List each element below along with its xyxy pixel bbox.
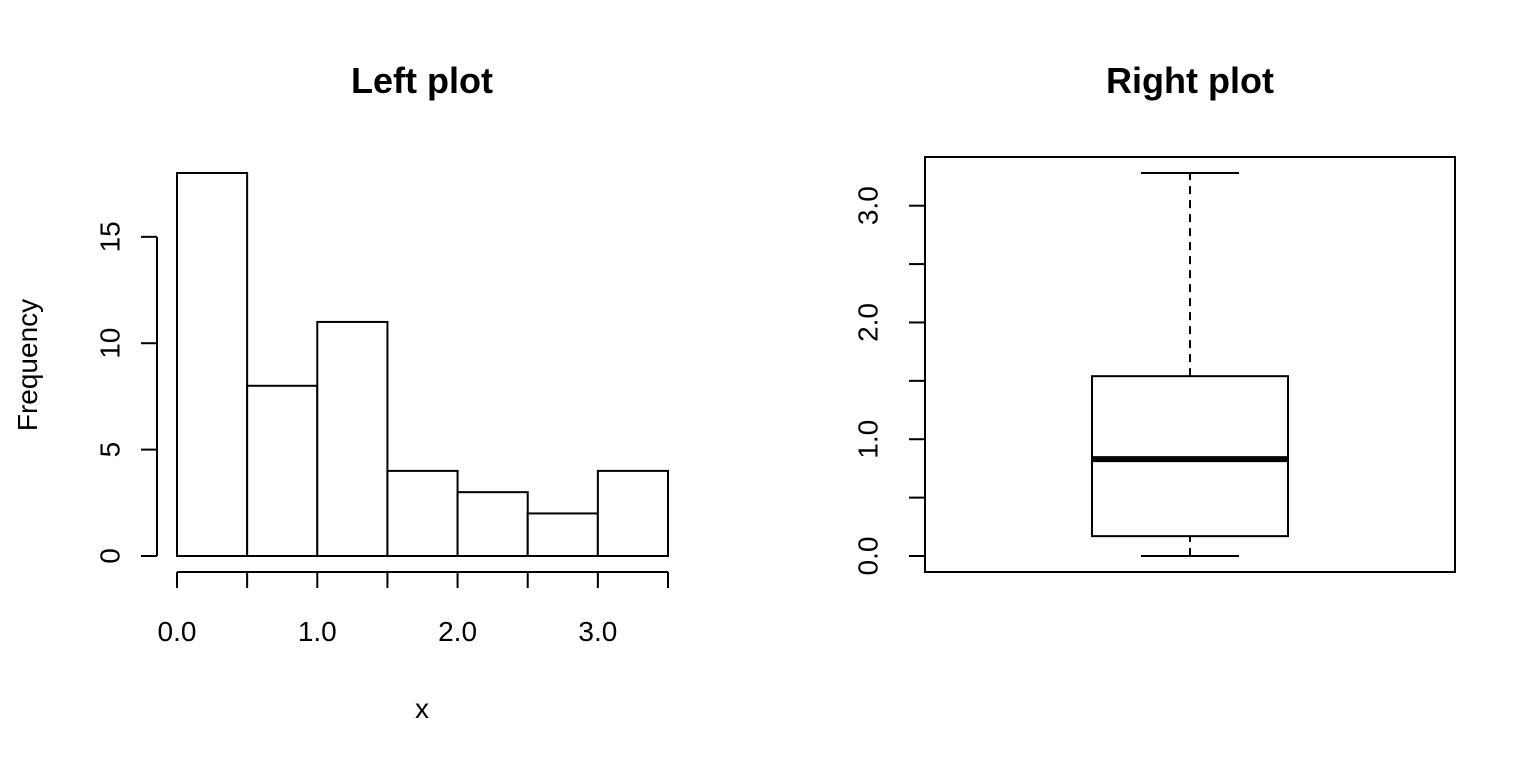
histogram-bar [316,320,389,558]
histogram-bar [176,172,249,557]
y-tick-label: 15 [95,221,126,252]
y-tick-label: 0 [95,548,126,564]
x-tick-label: 1.0 [298,616,337,647]
y-tick-label: 3.0 [853,186,884,225]
y-tick-label: 1.0 [853,420,884,459]
y-tick-label: 5 [95,442,126,458]
histogram-bar [246,384,319,557]
left-x-axis: 0.0 1.0 2.0 3.0 [158,571,669,647]
left-x-axis-label: x [415,693,429,724]
x-tick-label: 3.0 [578,616,617,647]
left-plot-title: Left plot [351,60,493,101]
y-tick-label: 10 [95,328,126,359]
right-boxplot-panel: Right plot 0.0 1.0 2.0 3.0 [853,60,1456,575]
y-tick-label: 0.0 [853,537,884,576]
histogram-bar [456,491,529,557]
histogram-bar [596,469,669,557]
boxplot [1091,172,1289,557]
x-tick-label: 0.0 [158,616,197,647]
histogram-bar [386,469,459,557]
histogram-bar [526,512,599,558]
right-y-axis: 0.0 1.0 2.0 3.0 [853,186,925,576]
left-histogram-panel: Left plot 0 5 10 15 0.0 1.0 2.0 3.0 x Frequenc… [12,60,669,724]
left-y-axis-label: Frequency [12,299,43,431]
x-tick-label: 2.0 [438,616,477,647]
left-y-axis: 0 5 10 15 [95,221,158,564]
histogram-bars [176,172,669,558]
y-tick-label: 2.0 [853,303,884,342]
right-plot-title: Right plot [1106,60,1274,101]
right-plot-frame [924,156,1456,573]
